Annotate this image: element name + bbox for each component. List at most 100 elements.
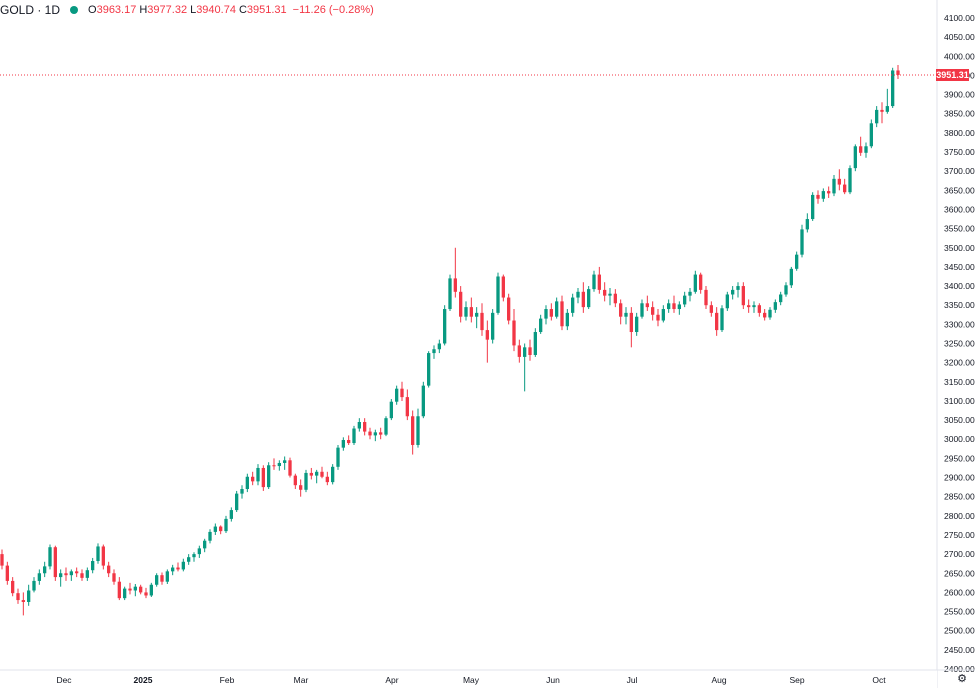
y-tick-label: 3100.00	[944, 396, 975, 406]
candle-body	[496, 276, 500, 313]
candle	[437, 339, 441, 354]
candle-body	[32, 580, 36, 591]
candle-body	[485, 330, 489, 340]
candle	[565, 309, 569, 331]
candle	[843, 178, 847, 195]
y-tick-label: 3800.00	[944, 128, 975, 138]
candle	[251, 471, 255, 486]
candle	[272, 458, 276, 470]
candle	[757, 303, 761, 317]
candle	[736, 282, 740, 298]
candle-body	[320, 471, 324, 477]
candle	[688, 287, 692, 302]
candle-body	[363, 422, 367, 432]
candle-body	[229, 510, 233, 519]
candle-body	[443, 309, 447, 344]
y-tick-label: 2900.00	[944, 473, 975, 483]
candle-body	[37, 573, 41, 581]
candle	[315, 469, 319, 484]
candle	[309, 467, 313, 480]
candle-body	[112, 573, 116, 582]
candle-body	[709, 305, 713, 313]
candle-body	[64, 573, 68, 576]
candle	[613, 289, 617, 308]
candle	[133, 583, 137, 597]
candle-body	[581, 291, 585, 308]
price-axis[interactable]	[937, 0, 975, 688]
candle	[96, 543, 100, 564]
candle	[59, 569, 63, 587]
candle	[709, 301, 713, 317]
candle	[480, 303, 484, 336]
candle-body	[256, 467, 260, 482]
close-value: 3951.31	[246, 4, 287, 16]
candle	[469, 297, 473, 323]
candle-body	[171, 567, 175, 572]
candle	[683, 291, 687, 308]
candle-body	[517, 345, 521, 357]
candle	[768, 307, 772, 320]
candle	[667, 299, 671, 313]
candle	[720, 305, 724, 333]
candle	[773, 299, 777, 313]
y-tick-label: 2950.00	[944, 453, 975, 463]
candle-body	[613, 293, 617, 304]
candle-body	[784, 285, 788, 295]
candle-body	[379, 432, 383, 435]
candle-body	[219, 526, 223, 532]
candle	[485, 320, 489, 363]
candle-body	[240, 489, 244, 494]
candle-body	[651, 307, 655, 315]
y-tick-label: 2650.00	[944, 568, 975, 578]
candle	[261, 465, 265, 491]
x-tick-label: 2025	[134, 675, 153, 685]
candle-body	[853, 146, 857, 169]
candle-body	[629, 312, 633, 333]
candle	[112, 569, 116, 585]
y-tick-label: 3500.00	[944, 243, 975, 253]
y-tick-label: 3000.00	[944, 434, 975, 444]
candle	[795, 251, 799, 271]
candle	[661, 305, 665, 323]
candle	[693, 270, 697, 294]
candle-body	[768, 309, 772, 318]
candle-body	[597, 274, 601, 290]
candle-body	[69, 571, 73, 576]
candle-body	[773, 302, 777, 310]
candle	[293, 473, 297, 490]
candle-body	[181, 561, 185, 570]
x-tick-label: Oct	[872, 675, 886, 685]
candle-body	[261, 467, 265, 488]
candle	[523, 343, 527, 392]
candle	[107, 561, 111, 578]
candle-body	[43, 566, 47, 574]
candle	[821, 188, 825, 202]
candle	[144, 587, 148, 599]
settings-gear-icon[interactable]: ⚙	[957, 673, 967, 685]
candle-body	[59, 573, 63, 578]
symbol-interval-label[interactable]: GOLD · 1D	[0, 3, 61, 17]
candle-body	[277, 462, 281, 467]
candle	[731, 286, 735, 300]
candle-body	[149, 584, 153, 596]
candle-body	[197, 548, 201, 555]
high-key: H	[139, 4, 148, 16]
candle-body	[293, 475, 297, 486]
candle	[416, 408, 420, 448]
open-value: 3963.17	[96, 4, 137, 16]
candle	[32, 577, 36, 593]
candle	[395, 385, 399, 405]
candle-body	[411, 416, 415, 445]
candle	[245, 473, 249, 493]
candle-body	[288, 460, 292, 476]
candle	[325, 471, 329, 486]
candle	[549, 303, 553, 321]
y-tick-label: 2450.00	[944, 645, 975, 655]
candle-body	[213, 526, 217, 532]
candle-body	[763, 312, 767, 318]
candle-body	[208, 531, 212, 541]
candle-body	[837, 178, 841, 185]
time-axis[interactable]	[0, 670, 937, 688]
